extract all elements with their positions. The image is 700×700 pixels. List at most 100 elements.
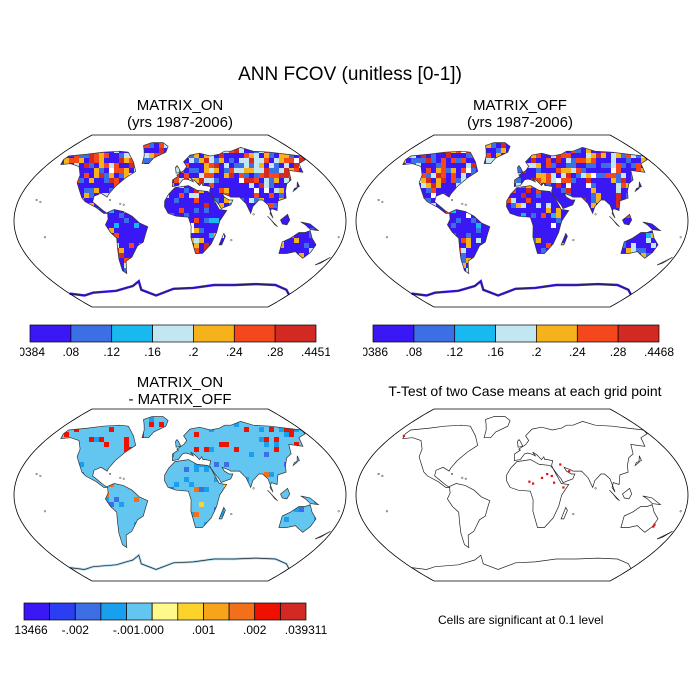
- grid-cell: [626, 163, 631, 168]
- grid-cell: [356, 168, 361, 173]
- grid-cell: [94, 437, 99, 442]
- grid-cell: [119, 258, 124, 263]
- grid-cell: [361, 143, 366, 148]
- grid-cell: [626, 173, 631, 178]
- grid-cell: [119, 213, 124, 218]
- grid-cell: [314, 153, 319, 158]
- grid-cell: [521, 198, 526, 203]
- grid-cell: [294, 298, 299, 303]
- grid-cell: [124, 218, 129, 223]
- grid-cell: [34, 288, 39, 293]
- grid-cell: [456, 208, 461, 213]
- grid-cell: [234, 173, 239, 178]
- grid-cell: [361, 138, 366, 143]
- grid-cell: [189, 158, 194, 163]
- grid-cell: [386, 303, 391, 308]
- grid-cell: [14, 293, 19, 298]
- grid-cell: [431, 193, 436, 198]
- grid-cell: [586, 173, 591, 178]
- grid-cell: [339, 173, 344, 178]
- grid-cell: [466, 248, 471, 253]
- grid-cell: [626, 248, 631, 253]
- grid-cell: [586, 148, 591, 153]
- grid-cell: [651, 143, 656, 148]
- grid-cell: [229, 168, 234, 173]
- grid-cell: [254, 183, 259, 188]
- grid-cell: [299, 293, 304, 298]
- grid-cell: [19, 288, 24, 293]
- grid-cell: [299, 233, 304, 238]
- grid-cell: [209, 173, 214, 178]
- grid-cell: [536, 163, 541, 168]
- grid-cell: [60, 143, 64, 148]
- grid-cell: [656, 303, 661, 308]
- grid-cell: [556, 218, 561, 223]
- grid-cell: [94, 163, 99, 168]
- grid-cell: [289, 243, 294, 248]
- grid-cell: [324, 422, 329, 427]
- grid-cell: [339, 283, 344, 288]
- grid-cell: [19, 273, 24, 278]
- grid-cell: [676, 153, 681, 158]
- grid-cell: [329, 417, 331, 422]
- grid-cell: [536, 223, 541, 228]
- grid-cell: [249, 188, 254, 193]
- grid-cell: [656, 143, 661, 148]
- grid-cell: [366, 178, 371, 183]
- grid-cell: [334, 178, 339, 183]
- grid-cell: [234, 178, 239, 183]
- grid-cell: [214, 168, 219, 173]
- grid-cell: [249, 432, 254, 437]
- grid-cell: [60, 417, 64, 422]
- grid-cell: [269, 163, 274, 168]
- grid-cell: [339, 168, 344, 173]
- grid-cell: [686, 278, 691, 283]
- grid-cell: [536, 243, 541, 248]
- grid-cell: [344, 153, 349, 158]
- grid-cell: [89, 193, 94, 198]
- grid-cell: [214, 208, 219, 213]
- grid-cell: [114, 432, 119, 437]
- grid-cell: [676, 263, 681, 268]
- grid-cell: [329, 148, 331, 153]
- grid-cell: [229, 432, 234, 437]
- grid-cell: [531, 198, 536, 203]
- grid-cell: [224, 183, 229, 188]
- grid-cell: [651, 293, 656, 298]
- grid-cell: [79, 178, 84, 183]
- grid-cell: [184, 168, 189, 173]
- grid-cell: [204, 208, 209, 213]
- grid-cell: [299, 243, 304, 248]
- grid-cell: [466, 158, 471, 163]
- grid-cell: [319, 293, 324, 298]
- grid-cell: [646, 303, 651, 308]
- grid-cell: [284, 243, 289, 248]
- grid-cell: [309, 142, 314, 143]
- grid-cell: [174, 168, 179, 173]
- grid-cell: [571, 188, 576, 193]
- grid-cell: [461, 153, 466, 158]
- grid-cell: [209, 198, 214, 203]
- grid-cell: [561, 158, 566, 163]
- grid-cell: [119, 248, 124, 253]
- grid-cell: [356, 243, 361, 248]
- grid-cell: [324, 143, 329, 148]
- grid-cell: [401, 303, 406, 308]
- grid-cell: [104, 223, 109, 228]
- grid-cell: [39, 138, 44, 143]
- grid-cell: [339, 153, 344, 158]
- grid-cell: [426, 178, 431, 183]
- grid-cell: [576, 148, 581, 153]
- grid-cell: [556, 153, 561, 158]
- grid-cell: [24, 293, 29, 298]
- grid-cell: [334, 293, 339, 298]
- grid-cell: [314, 288, 319, 293]
- grid-cell: [324, 168, 329, 173]
- grid-cell: [339, 258, 344, 263]
- grid-cell: [431, 153, 436, 158]
- grid-cell: [551, 178, 556, 183]
- grid-cell: [319, 427, 324, 432]
- grid-cell: [159, 148, 164, 153]
- grid-cell: [309, 417, 314, 422]
- grid-cell: [386, 148, 391, 153]
